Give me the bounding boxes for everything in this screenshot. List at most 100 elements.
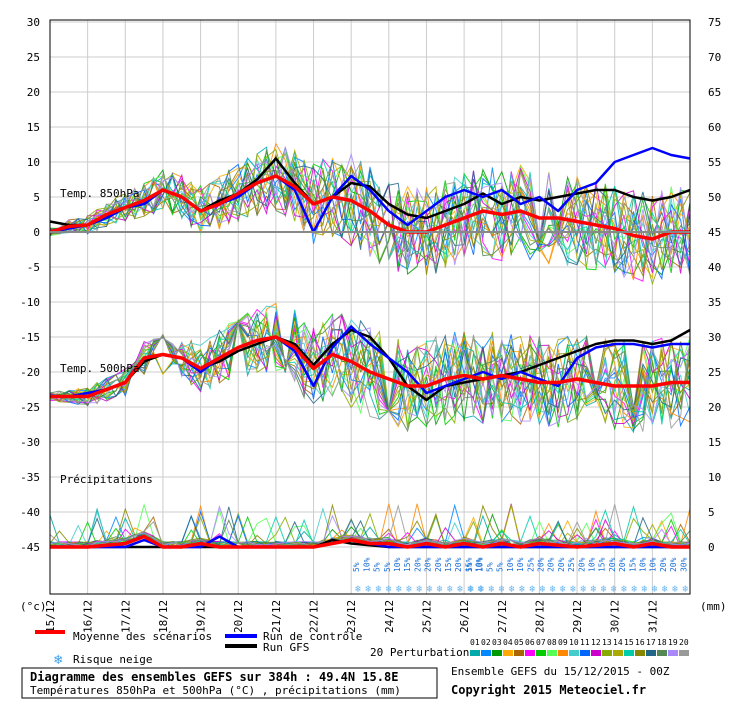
snow-risk-pct: 15% bbox=[464, 557, 473, 572]
perturbation-swatch bbox=[635, 650, 645, 656]
perturbation-swatch bbox=[668, 650, 678, 656]
right-tick-label: 35 bbox=[708, 296, 721, 309]
snow-risk-icon: ❄ bbox=[457, 584, 464, 595]
left-tick-label: -25 bbox=[20, 401, 40, 414]
snow-risk-pct: 10% bbox=[393, 557, 402, 572]
perturbation-number: 05 bbox=[514, 638, 524, 647]
perturbation-line-t850 bbox=[49, 155, 691, 274]
snow-risk-pct: 15% bbox=[598, 557, 607, 572]
perturbation-line-precip bbox=[49, 503, 691, 548]
legend-snow-label: Risque neige bbox=[73, 653, 152, 666]
left-tick-label: -20 bbox=[20, 366, 40, 379]
perturbation-swatch bbox=[657, 650, 667, 656]
x-tick-label: 26/12 bbox=[458, 600, 471, 633]
x-tick-label: 27/12 bbox=[496, 600, 509, 633]
snow-risk-icon: ❄ bbox=[447, 584, 454, 595]
snow-risk-icon: ❄ bbox=[631, 584, 638, 595]
perturbation-swatch bbox=[679, 650, 689, 656]
snow-risk-icon: ❄ bbox=[365, 584, 372, 595]
series-line-t500 bbox=[50, 335, 690, 399]
perturbation-line-t850 bbox=[49, 149, 691, 267]
perturbation-number: 07 bbox=[536, 638, 546, 647]
series-line-t850 bbox=[49, 174, 690, 241]
perturbation-line-t500 bbox=[49, 318, 691, 429]
left-unit-label: (°c) bbox=[20, 600, 47, 613]
snow-risk-icon: ❄ bbox=[529, 584, 536, 595]
snow-risk-pct: 20% bbox=[413, 557, 422, 572]
left-tick-label: 15 bbox=[27, 121, 40, 134]
right-tick-label: 20 bbox=[708, 401, 721, 414]
perturbation-number: 01 bbox=[470, 638, 480, 647]
perturbation-line-t850 bbox=[49, 156, 691, 275]
snow-risk-icon: ❄ bbox=[437, 584, 444, 595]
right-tick-label: 25 bbox=[708, 366, 721, 379]
left-tick-label: -35 bbox=[20, 471, 40, 484]
perturbation-number: 02 bbox=[481, 638, 491, 647]
snow-risk-icon: ❄ bbox=[386, 584, 393, 595]
snow-risk-icon: ❄ bbox=[550, 584, 557, 595]
right-tick-label: 30 bbox=[708, 331, 721, 344]
x-tick-label: 18/12 bbox=[157, 600, 170, 633]
snow-risk-row: 5% ❄ 10% ❄ 5% ❄ 5% ❄ 10% ❄ 15% ❄ 20% ❄ 20% ❄ 20% ❄ 15% ❄ 20%… bbox=[352, 557, 689, 595]
perturbation-swatch bbox=[547, 650, 557, 656]
left-tick-label: -45 bbox=[20, 541, 40, 554]
x-tick-label: 21/12 bbox=[270, 600, 283, 633]
perturbation-number: 17 bbox=[646, 638, 656, 647]
snow-risk-pct: 5% bbox=[383, 562, 392, 572]
snow-risk-icon: ❄ bbox=[499, 584, 506, 595]
x-tick-label: 24/12 bbox=[383, 600, 396, 633]
snow-risk-icon: ❄ bbox=[489, 584, 496, 595]
snow-risk-icon: ❄ bbox=[560, 584, 567, 595]
title-box bbox=[21, 667, 438, 699]
right-tick-label: 0 bbox=[708, 541, 715, 554]
perturbation-swatch bbox=[624, 650, 634, 656]
x-tick-label: 15/12 bbox=[44, 600, 57, 633]
panel-label-t500: Temp. 500hPa bbox=[60, 362, 139, 375]
snow-risk-icon: ❄ bbox=[376, 584, 383, 595]
left-tick-label: 30 bbox=[27, 16, 40, 29]
legend-perturbations-label: 20 Perturbations bbox=[370, 646, 476, 659]
x-tick-label: 16/12 bbox=[82, 600, 95, 633]
perturbation-swatch bbox=[580, 650, 590, 656]
snow-risk-icon: ❄ bbox=[355, 584, 362, 595]
right-tick-label: 75 bbox=[708, 16, 721, 29]
x-tick-label: 30/12 bbox=[609, 600, 622, 633]
right-tick-label: 15 bbox=[708, 436, 721, 449]
perturbation-number: 03 bbox=[492, 638, 502, 647]
perturbation-swatch bbox=[591, 650, 601, 656]
main-series-lines bbox=[49, 146, 691, 549]
snow-risk-icon: ❄ bbox=[682, 584, 689, 595]
perturbation-number: 16 bbox=[635, 638, 645, 647]
snow-risk-pct: 5% bbox=[352, 562, 361, 572]
right-tick-label: 50 bbox=[708, 191, 721, 204]
snow-risk-icon: ❄ bbox=[652, 584, 659, 595]
perturbation-number: 06 bbox=[525, 638, 535, 647]
perturbation-lines bbox=[49, 142, 691, 548]
x-tick-label: 22/12 bbox=[308, 600, 321, 633]
x-tick-label: 25/12 bbox=[420, 600, 433, 633]
perturbation-number: 15 bbox=[624, 638, 634, 647]
left-tick-label: -40 bbox=[20, 506, 40, 519]
snow-risk-pct: 10% bbox=[588, 557, 597, 572]
perturbation-number: 13 bbox=[602, 638, 612, 647]
snow-risk-icon: ❄ bbox=[478, 584, 485, 595]
snow-risk-pct: 5% bbox=[486, 562, 495, 572]
snow-risk-icon: ❄ bbox=[570, 584, 577, 595]
snow-risk-icon: ❄ bbox=[406, 584, 413, 595]
left-tick-label: 10 bbox=[27, 156, 40, 169]
chart-title: Diagramme des ensembles GEFS sur 384h : … bbox=[30, 670, 398, 684]
x-tick-label: 17/12 bbox=[119, 600, 132, 633]
right-tick-label: 55 bbox=[708, 156, 721, 169]
snow-risk-icon: ❄ bbox=[580, 584, 587, 595]
snow-risk-icon: ❄ bbox=[621, 584, 628, 595]
snow-risk-icon: ❄ bbox=[396, 584, 403, 595]
snow-risk-pct: 10% bbox=[649, 557, 658, 572]
snow-risk-pct: 20% bbox=[434, 557, 443, 572]
snow-risk-pct: 20% bbox=[454, 557, 463, 572]
snow-risk-pct: 10% bbox=[516, 557, 525, 572]
snow-risk-pct: 20% bbox=[557, 557, 566, 572]
perturbation-number: 14 bbox=[613, 638, 623, 647]
left-tick-label: 0 bbox=[33, 226, 40, 239]
snow-risk-icon: ❄ bbox=[468, 584, 475, 595]
